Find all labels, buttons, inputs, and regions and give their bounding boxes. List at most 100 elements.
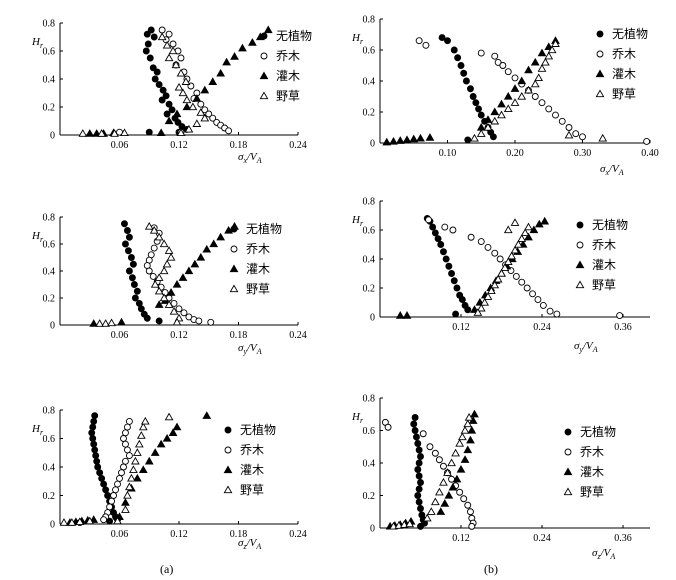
data-point xyxy=(117,317,126,326)
data-point xyxy=(552,111,559,119)
y-axis-title: Hr xyxy=(351,32,364,46)
x-tick-label: 0.24 xyxy=(533,533,551,544)
data-point xyxy=(130,456,140,465)
data-point xyxy=(200,85,210,94)
y-tick-label: 0 xyxy=(370,524,375,535)
data-point xyxy=(190,259,200,268)
x-axis-title: σy/VA xyxy=(574,340,598,354)
data-point xyxy=(75,517,85,526)
chart-b-z: 0.12 0.24 0.36 0 0.2 0.4 0.6 0.8 Hr σz/VA 无植物乔木灌木野… xyxy=(351,394,650,561)
data-point xyxy=(123,227,131,234)
data-point xyxy=(85,129,95,137)
y-axis-title: Hr xyxy=(351,214,364,228)
x-tick-label: 0.40 xyxy=(641,148,659,159)
data-point xyxy=(497,268,506,277)
x-tick-label: 0.18 xyxy=(230,529,248,540)
data-point xyxy=(140,416,150,425)
data-point xyxy=(436,507,446,515)
data-point xyxy=(464,412,474,421)
data-point xyxy=(125,233,133,241)
data-point xyxy=(136,431,146,439)
data-point xyxy=(435,456,443,464)
legend-marker xyxy=(224,446,232,454)
data-point xyxy=(425,216,433,224)
data-point xyxy=(162,433,172,442)
x-tick-label: 0.24 xyxy=(289,529,307,540)
data-point xyxy=(431,449,439,457)
legend-label: 野草 xyxy=(240,483,264,497)
data-point xyxy=(108,497,116,505)
legend-label: 无植物 xyxy=(246,221,282,236)
data-point xyxy=(457,62,465,69)
data-point xyxy=(477,49,485,57)
data-point xyxy=(121,429,129,437)
series-open-triangle xyxy=(78,32,210,137)
data-point xyxy=(129,260,137,268)
legend-label: 灌木 xyxy=(580,465,604,479)
data-point xyxy=(118,469,125,477)
data-point xyxy=(437,241,445,248)
data-point xyxy=(450,277,458,285)
data-point xyxy=(101,319,110,327)
data-point xyxy=(414,466,422,473)
legend-marker xyxy=(563,467,573,476)
legend-marker xyxy=(596,50,604,58)
legend-marker xyxy=(564,448,572,456)
data-point xyxy=(544,51,554,60)
data-point xyxy=(503,91,513,100)
series-filled-circle xyxy=(121,220,163,325)
data-point xyxy=(524,65,533,74)
data-point xyxy=(450,46,458,54)
data-point xyxy=(512,272,520,280)
data-point xyxy=(142,47,150,55)
data-point xyxy=(500,263,510,271)
data-point xyxy=(538,99,546,107)
data-point xyxy=(149,272,157,280)
data-point xyxy=(100,516,108,524)
data-point xyxy=(154,300,164,308)
data-point xyxy=(458,296,466,304)
data-point xyxy=(93,457,101,465)
data-point xyxy=(530,57,540,66)
data-point xyxy=(517,76,527,85)
data-point xyxy=(426,507,436,515)
y-tick-label: 0.6 xyxy=(43,240,56,251)
data-point xyxy=(460,495,468,503)
data-point xyxy=(208,77,218,85)
chart-a-y: 0.06 0.12 0.18 0.24 0 0.2 0.4 0.6 0.8 Hr σy/VA 无植物乔… xyxy=(31,213,307,357)
data-point xyxy=(202,244,212,253)
data-point xyxy=(102,486,110,494)
data-point xyxy=(168,428,178,436)
legend-label: 乔木 xyxy=(276,49,300,63)
panel-a-z: 0.06 0.12 0.18 0.24 0 0.2 0.4 0.6 0.8 Hr σz/VA 无植物乔… xyxy=(18,398,328,557)
data-point xyxy=(165,100,173,108)
data-point xyxy=(162,40,172,49)
data-point xyxy=(146,54,154,62)
data-point xyxy=(457,432,467,441)
data-point xyxy=(144,40,152,48)
panel-b-x: 0.10 0.20 0.30 0.40 0 0.2 0.4 0.6 0.8 Hr σx/VA 无植物乔… xyxy=(338,10,668,189)
data-point xyxy=(95,319,105,327)
data-point xyxy=(90,440,98,448)
x-tick-label: 0.36 xyxy=(614,533,632,544)
data-point xyxy=(200,113,210,122)
legend-label: 无植物 xyxy=(240,422,276,437)
legend-marker xyxy=(230,245,238,253)
data-point xyxy=(174,118,182,126)
x-axis-title: σx/VA xyxy=(600,163,624,177)
data-point xyxy=(96,469,104,477)
chart-b-x: 0.10 0.20 0.30 0.40 0 0.2 0.4 0.6 0.8 Hr σx/VA 无植物乔… xyxy=(351,15,659,178)
x-tick-label: 0.12 xyxy=(452,533,470,544)
data-point xyxy=(91,412,99,420)
x-tick-label: 0.12 xyxy=(170,330,188,341)
data-point xyxy=(196,108,206,116)
data-point xyxy=(170,299,178,307)
data-point xyxy=(477,111,485,119)
chart-a-x: 0.06 0.12 0.18 0.24 0 0.2 0.4 0.6 0.8 Hr σx/VA 无植物乔… xyxy=(31,19,312,166)
data-point xyxy=(447,458,456,467)
data-point xyxy=(92,452,100,460)
data-point xyxy=(131,294,139,302)
data-point xyxy=(169,306,179,315)
data-point xyxy=(430,497,440,506)
